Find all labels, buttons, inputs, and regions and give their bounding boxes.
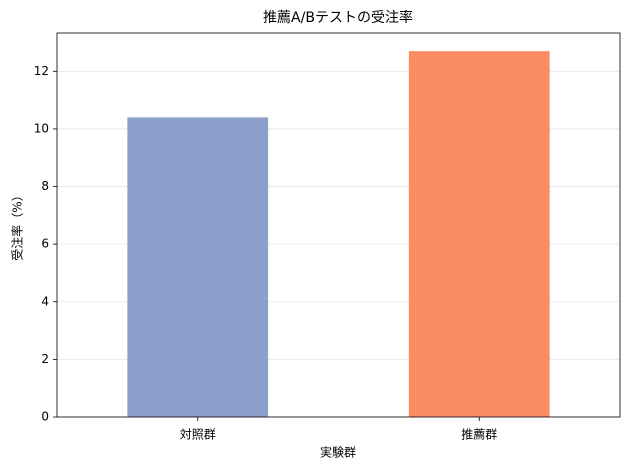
x-tick-label: 推薦群 (461, 428, 497, 442)
plot-frame (56, 32, 621, 418)
y-tick-label: 12 (34, 64, 49, 78)
y-tick-label: 4 (41, 294, 49, 308)
bar (127, 117, 269, 418)
y-tick-label: 10 (34, 121, 49, 135)
y-axis-label: 受注率（%） (10, 189, 25, 260)
x-axis-label: 実験群 (320, 445, 356, 460)
y-tick-label: 2 (41, 352, 49, 366)
x-tick-label: 対照群 (180, 428, 216, 442)
y-tick-label: 6 (41, 237, 49, 251)
y-tick-label: 0 (41, 410, 49, 424)
y-tick-label: 8 (41, 179, 49, 193)
chart-title: 推薦A/Bテストの受注率 (263, 9, 413, 26)
bar (408, 51, 550, 418)
